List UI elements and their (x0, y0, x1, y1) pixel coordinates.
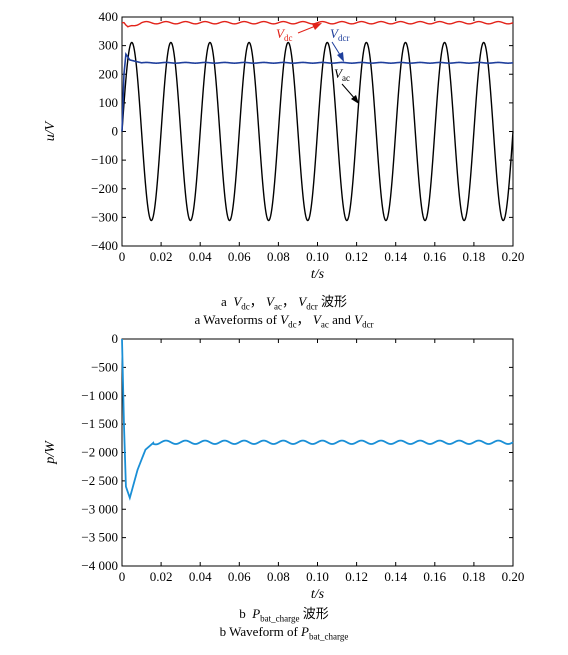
series-vdcr-line (121, 51, 514, 132)
caption-and: and (332, 312, 351, 327)
caption-var: V (266, 294, 274, 309)
y-tick-label: 0 (112, 331, 119, 346)
caption-sub: ac (273, 301, 282, 312)
caption-bottom-cn: b Pbat_charge 波形 (0, 606, 568, 627)
y-tick-label: 200 (99, 66, 119, 81)
x-tick-label: 0.16 (423, 569, 446, 584)
annotation-vac-main: V (334, 66, 344, 81)
x-tick-label: 0.18 (463, 249, 486, 264)
svg-text:Vac: Vac (334, 66, 350, 83)
y-tick-label: −4 000 (81, 558, 118, 573)
caption-sub: dcr (306, 301, 318, 312)
caption-sep: ， (296, 312, 310, 327)
caption-sep: ， (249, 294, 263, 309)
x-tick-label: 0.10 (306, 569, 329, 584)
annotation-vdc-sub: dc (284, 33, 293, 43)
series-vdc-line (121, 20, 514, 28)
series-vac-line (121, 41, 514, 222)
chart-power: 0 0.02 0.04 0.06 0.08 0.10 0.12 0.14 0.16 0.18 0.2… (43, 331, 524, 602)
caption-suffix: 波形 (302, 606, 329, 621)
x-tick-label: 0.20 (502, 569, 525, 584)
caption-top-cn: a Vdc， Vac， Vdcr 波形 (0, 294, 568, 315)
caption-var: V (312, 312, 321, 327)
x-tick-label: 0.12 (345, 249, 368, 264)
x-tick-label: 0.02 (150, 569, 173, 584)
y-axis-label: u/V (43, 120, 58, 141)
annotation-vac: Vac (334, 66, 359, 104)
caption-sub: ac (320, 319, 329, 330)
annotation-vdcr-sub: dcr (338, 33, 350, 43)
caption-var: V (280, 312, 289, 327)
x-axis-label: t/s (311, 267, 325, 282)
x-tick-label: 0.08 (267, 569, 290, 584)
y-tick-label: 100 (99, 95, 119, 110)
y-axis-label: p/W (43, 440, 58, 465)
y-tick-label: 300 (99, 38, 119, 53)
y-tick-label: −3 500 (81, 530, 118, 545)
caption-sub: dc (241, 301, 250, 312)
x-tick-label: 0.10 (306, 249, 329, 264)
x-tick-label: 0.14 (384, 569, 407, 584)
x-axis-label: t/s (311, 587, 325, 602)
caption-suffix: 波形 (320, 294, 347, 309)
y-tick-label: −2 000 (81, 445, 118, 460)
x-tick-label: 0.20 (502, 249, 525, 264)
x-tick-label: 0.02 (150, 249, 173, 264)
x-tick-label: 0 (119, 249, 126, 264)
y-tick-label: −3 000 (81, 501, 118, 516)
caption-var: V (354, 312, 363, 327)
x-tick-label: 0.04 (189, 569, 212, 584)
x-tick-label: 0.06 (228, 249, 251, 264)
svg-text:Vdc: Vdc (276, 26, 292, 43)
caption-prefix: b Waveform of (219, 624, 298, 639)
y-tick-label: −300 (91, 209, 118, 224)
caption-sub: bat_charge (260, 613, 300, 624)
x-tick-label: 0.04 (189, 249, 212, 264)
caption-sub: bat_charge (309, 631, 349, 642)
x-tick-label: 0.08 (267, 249, 290, 264)
x-tick-label: 0.12 (345, 569, 368, 584)
caption-var: P (301, 624, 309, 639)
x-tick-label: 0.16 (423, 249, 446, 264)
plot-frame (121, 338, 514, 567)
caption-sub: dc (288, 319, 297, 330)
y-tick-label: −1 500 (81, 416, 118, 431)
y-tick-label: −500 (91, 359, 118, 374)
caption-var: P (252, 606, 261, 621)
caption-prefix: b (239, 606, 246, 621)
y-tick-label: −100 (91, 152, 118, 167)
x-tick-label: 0.06 (228, 569, 251, 584)
y-tick-label: −400 (91, 238, 118, 253)
svg-text:Vdcr: Vdcr (330, 26, 349, 43)
chart-voltage: 0 0.02 0.04 0.06 0.08 0.10 0.12 0.14 0.16 0.18 0.2… (43, 9, 524, 282)
caption-sep: ， (281, 294, 295, 309)
y-tick-label: −200 (91, 181, 118, 196)
caption-top-en: a Waveforms of Vdc， Vac and Vdcr (0, 312, 568, 333)
caption-prefix: a (221, 294, 227, 309)
caption-var: V (233, 294, 242, 309)
y-tick-label: −2 500 (81, 473, 118, 488)
caption-prefix: a Waveforms of (194, 312, 277, 327)
x-tick-label: 0 (119, 569, 126, 584)
x-tick-label: 0.14 (384, 249, 407, 264)
annotation-vdcr-main: V (330, 26, 340, 41)
caption-sub: dcr (362, 319, 374, 330)
annotation-vdc-main: V (276, 26, 286, 41)
caption-bottom-en: b Waveform of Pbat_charge (0, 624, 568, 645)
x-tick-label: 0.18 (463, 569, 486, 584)
annotation-vac-sub: ac (342, 73, 350, 83)
annotation-vdc: Vdc (276, 23, 322, 43)
y-tick-label: 400 (99, 9, 119, 24)
series-pbat-line (121, 338, 514, 501)
caption-var: V (298, 294, 307, 309)
annotation-vdcr: Vdcr (330, 26, 349, 62)
y-tick-label: −1 000 (81, 388, 118, 403)
y-tick-label: 0 (112, 124, 119, 139)
